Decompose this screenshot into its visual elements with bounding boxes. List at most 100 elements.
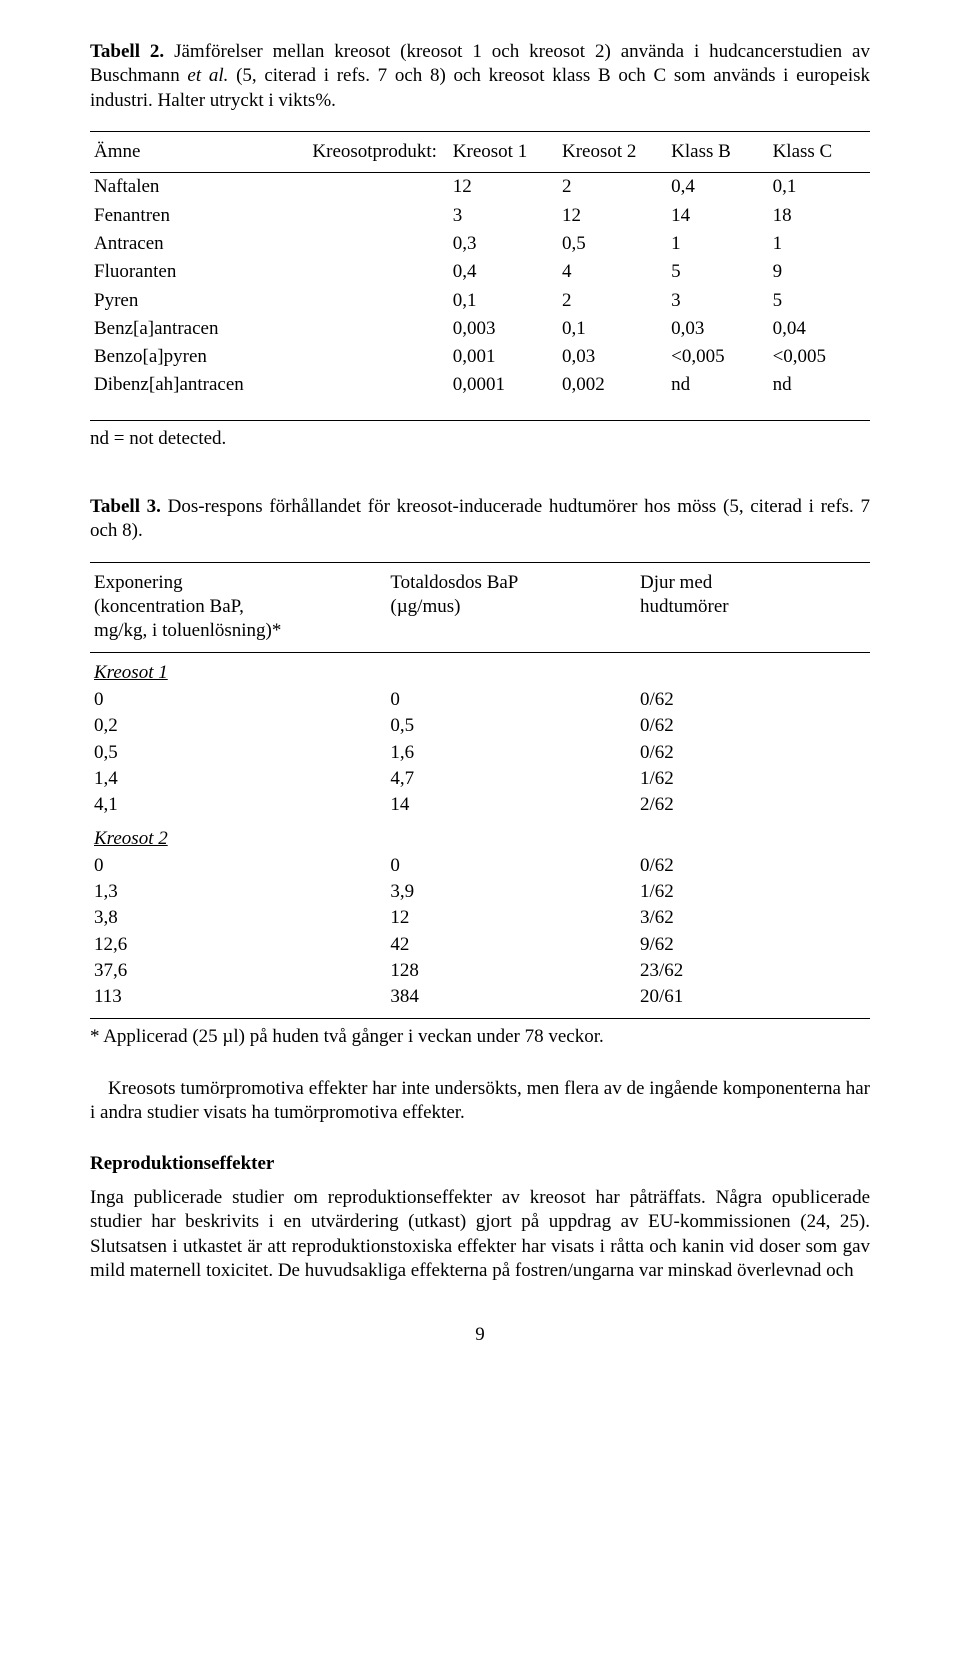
table-cell: 14 [667,202,768,230]
table-cell: 3 [667,287,768,315]
table-cell: 0,4 [449,258,558,286]
table-cell: 1,3 [90,879,386,905]
table-cell: 1 [667,230,768,258]
table-cell: 0 [386,853,636,879]
table-cell: nd [769,371,870,405]
paragraph-tumor: Kreosots tumörpromotiva effekter har int… [90,1077,870,1126]
table-row: Pyren0,1235 [90,287,870,315]
table-row: 11338420/61 [90,984,870,1017]
table-cell [308,315,448,343]
table3-h-exp-l2: (koncentration BaP, [94,596,244,617]
table2-caption-etal: et al. [187,65,228,86]
table-row: 37,612823/62 [90,958,870,984]
table-cell: 0,03 [667,315,768,343]
table-cell: Benzo[a]pyren [90,343,308,371]
table-cell: 0,1 [449,287,558,315]
table-cell: 0,003 [449,315,558,343]
table-cell: Antracen [90,230,308,258]
table-cell: Pyren [90,287,308,315]
table-cell: 0/62 [636,853,870,879]
table2-h-kc: Klass C [769,131,870,172]
table2-h-k1: Kreosot 1 [449,131,558,172]
page: Tabell 2. Jämförelser mellan kreosot (kr… [0,0,960,1388]
table-cell [308,343,448,371]
table-cell: 0,5 [386,713,636,739]
table-subhead-cell: Kreosot 1 [90,652,870,687]
heading-reproduction: Reproduktionseffekter [90,1152,870,1176]
table-subhead-cell: Kreosot 2 [90,819,870,853]
table2-note: nd = not detected. [90,427,870,451]
table-cell: nd [667,371,768,405]
table-cell: 14 [386,792,636,818]
table-cell: 3 [449,202,558,230]
table3-h-tum: Djur med hudtumörer [636,562,870,652]
page-number: 9 [90,1323,870,1347]
table-cell: 0,0001 [449,371,558,405]
table2-header-row: Ämne Kreosotprodukt: Kreosot 1 Kreosot 2… [90,131,870,172]
table-cell: 5 [667,258,768,286]
table2: Ämne Kreosotprodukt: Kreosot 1 Kreosot 2… [90,131,870,421]
table3-caption-text: Dos-respons förhållandet för kreosot-ind… [90,496,870,541]
table-row: 0,20,50/62 [90,713,870,739]
table-cell: 2/62 [636,792,870,818]
table-cell: 0 [90,853,386,879]
table-cell: Benz[a]antracen [90,315,308,343]
table2-h-kb: Klass B [667,131,768,172]
table-cell: 3,9 [386,879,636,905]
table-cell: 1/62 [636,879,870,905]
table-cell: 12 [449,173,558,202]
table-cell: 3/62 [636,905,870,931]
table3-h-exp-l1: Exponering [94,572,183,593]
table-cell: 4,7 [386,766,636,792]
table-cell: 3,8 [90,905,386,931]
table-cell: 128 [386,958,636,984]
table-cell: 2 [558,287,667,315]
table2-h-prod: Kreosotprodukt: [308,131,448,172]
table-row: Fenantren3121418 [90,202,870,230]
table-cell: 37,6 [90,958,386,984]
table-cell: 0/62 [636,687,870,713]
table-cell: 0,3 [449,230,558,258]
table-cell: 384 [386,984,636,1017]
paragraph-reproduction: Inga publicerade studier om reproduktion… [90,1186,870,1283]
table-subhead: Kreosot 2 [90,819,870,853]
table-cell: 20/61 [636,984,870,1017]
table-cell: 0/62 [636,713,870,739]
table-cell: 0,03 [558,343,667,371]
table3: Exponering (koncentration BaP, mg/kg, i … [90,562,870,1019]
table-row: 12,6429/62 [90,932,870,958]
table-cell: 42 [386,932,636,958]
table-cell [308,287,448,315]
table-subhead: Kreosot 1 [90,652,870,687]
table3-h-exp: Exponering (koncentration BaP, mg/kg, i … [90,562,386,652]
table-row: Antracen0,30,511 [90,230,870,258]
table3-h-dose-l2: (µg/mus) [390,596,460,617]
table2-caption-lead: Tabell 2. [90,41,164,62]
table2-table: Ämne Kreosotprodukt: Kreosot 1 Kreosot 2… [90,131,870,406]
table-cell [308,371,448,405]
table-cell: 12 [558,202,667,230]
table2-h-k2: Kreosot 2 [558,131,667,172]
table-cell: 1,4 [90,766,386,792]
table-row: 000/62 [90,687,870,713]
table3-caption: Tabell 3. Dos-respons förhållandet för k… [90,495,870,544]
table3-h-dose: Totaldosdos BaP (µg/mus) [386,562,636,652]
table2-caption: Tabell 2. Jämförelser mellan kreosot (kr… [90,40,870,113]
table-cell: 0 [386,687,636,713]
table-row: Benzo[a]pyren0,0010,03<0,005<0,005 [90,343,870,371]
table-row: 000/62 [90,853,870,879]
table3-caption-lead: Tabell 3. [90,496,161,517]
table-cell [308,173,448,202]
table-cell: 12 [386,905,636,931]
table-cell: 1 [769,230,870,258]
table-cell: 0,1 [769,173,870,202]
table3-h-dose-l1: Totaldosdos BaP [390,572,518,593]
table-cell: 0,4 [667,173,768,202]
table-cell: 0,002 [558,371,667,405]
table-cell: 0,2 [90,713,386,739]
table-cell: 23/62 [636,958,870,984]
table-cell: 9/62 [636,932,870,958]
table-cell: Naftalen [90,173,308,202]
table-cell: 18 [769,202,870,230]
table3-h-tum-l1: Djur med [640,572,712,593]
